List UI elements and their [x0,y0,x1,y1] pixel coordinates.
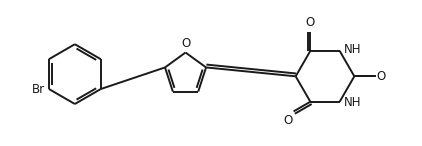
Text: NH: NH [344,96,362,109]
Text: O: O [306,16,315,29]
Text: O: O [283,114,292,127]
Text: NH: NH [344,43,362,56]
Text: Br: Br [31,82,45,95]
Text: O: O [376,70,385,83]
Text: O: O [181,37,190,50]
